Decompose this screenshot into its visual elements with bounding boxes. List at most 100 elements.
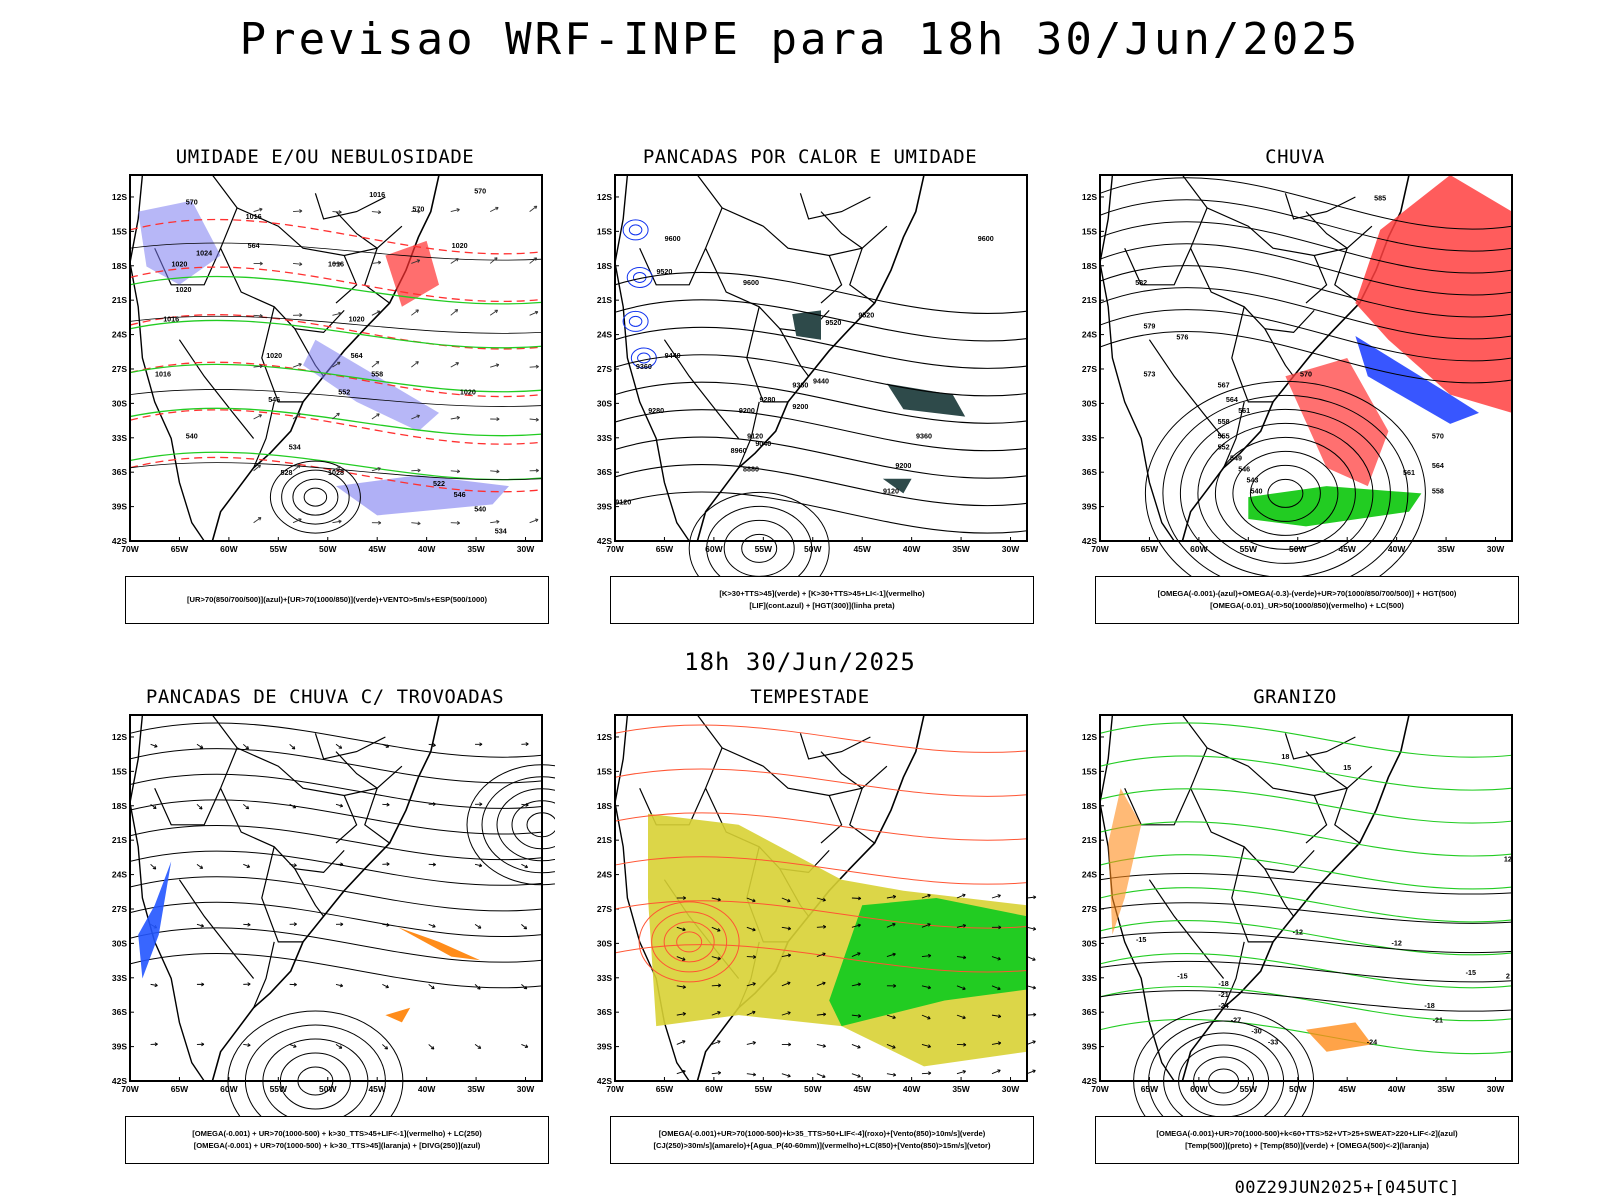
- wind-arrow: [816, 1013, 826, 1016]
- political-border: [799, 193, 871, 220]
- wind-arrow: [196, 803, 203, 810]
- wind-arrow: [243, 803, 249, 810]
- wind-arrow: [335, 743, 342, 749]
- hgt500-contour: [1197, 422, 1374, 564]
- temp500-contour: [1099, 931, 1513, 954]
- wind-arrow-head: [682, 1069, 686, 1074]
- map-frame: [614, 174, 1028, 542]
- wind-arrow-head: [299, 209, 303, 214]
- contour-label: 9120: [747, 432, 763, 441]
- contour-label: 9360: [636, 362, 652, 371]
- lif-contour: [628, 224, 643, 236]
- wind-arrow: [292, 363, 302, 368]
- lon-tick-label: 65W: [1141, 1084, 1159, 1094]
- contour-label: 1020: [452, 241, 468, 250]
- hgt500-contour: [1162, 394, 1409, 576]
- lon-tick-label: 35W: [467, 544, 485, 554]
- wind-arrow-head: [338, 745, 343, 749]
- lon-tick-label: 45W: [853, 544, 871, 554]
- temp500-contour: [1099, 902, 1513, 924]
- wind-arrow-head: [892, 952, 896, 957]
- lat-tick-label: 30S: [1082, 938, 1097, 948]
- lon-tick-label: 45W: [368, 544, 386, 554]
- hgt500-contour: [1099, 221, 1513, 274]
- contour-label: 570: [1432, 432, 1444, 441]
- political-border: [1305, 751, 1360, 844]
- hgt500-contour: [1099, 287, 1513, 340]
- lon-tick-label: 50W: [319, 1084, 337, 1094]
- lat-tick-label: 18S: [112, 801, 127, 811]
- wind-arrow-head: [377, 210, 382, 215]
- temp850-contour: [1099, 953, 1513, 989]
- wind-arrow: [1026, 926, 1036, 930]
- wind-arrow-head: [340, 862, 344, 867]
- contour-label: 9360: [792, 380, 808, 389]
- lat-tick-label: 42S: [597, 536, 612, 546]
- political-border: [335, 211, 390, 304]
- contour-label: 8960: [731, 446, 747, 455]
- wind-arrow-head: [293, 982, 297, 987]
- streamline-850: [614, 724, 1028, 753]
- wind-arrow-head: [717, 1011, 721, 1015]
- wind-arrow: [676, 956, 686, 961]
- contour-label: 567: [1218, 380, 1230, 389]
- streamline-850: [614, 900, 1028, 929]
- streamline-850: [651, 911, 728, 973]
- wind-arrow-head: [338, 519, 342, 524]
- wind-arrow: [921, 894, 931, 899]
- lat-tick-label: 12S: [112, 732, 127, 742]
- political-border: [261, 306, 303, 403]
- lon-tick-label: 55W: [270, 544, 288, 554]
- omega-green-area: [1248, 486, 1422, 527]
- wind-arrow: [781, 926, 791, 930]
- panel-trovoadas: PANCADAS DE CHUVA C/ TROVOADAS 12S 15S 18S…: [95, 686, 555, 1164]
- lon-tick-label: 45W: [1338, 1084, 1356, 1094]
- pressure-isobar: [129, 242, 543, 261]
- lat-tick-label: 39S: [112, 1042, 127, 1052]
- wind-arrow-head: [997, 1014, 1002, 1019]
- wind-arrow: [450, 258, 459, 264]
- legend-line: [OMEGA(-0.01)_UR>50(1000/850)(vermelho) …: [1210, 601, 1404, 610]
- contour-label: 534: [289, 443, 301, 452]
- wind-arrow: [711, 926, 721, 932]
- wind-arrow-head: [927, 953, 932, 958]
- wind-arrow: [382, 803, 390, 806]
- lat-tick-label: 21S: [1082, 295, 1097, 305]
- contour-label: 1016: [369, 190, 385, 199]
- lon-tick-label: 70W: [606, 544, 624, 554]
- wind-arrow-head: [962, 893, 966, 898]
- wind-arrow-head: [998, 925, 1002, 930]
- heat-shower-area: [886, 383, 966, 417]
- wind-arrow: [150, 803, 157, 809]
- wind-arrow-head: [535, 417, 539, 422]
- wind-arrow-head: [377, 467, 381, 471]
- hgt300-contour: [614, 409, 1028, 452]
- wind-arrow-head: [525, 742, 529, 746]
- wind-arrow: [411, 259, 420, 264]
- contour-label: 15: [1343, 763, 1351, 772]
- lat-tick-label: 18S: [597, 801, 612, 811]
- omega-orange-area: [1108, 788, 1142, 935]
- lat-tick-label: 24S: [597, 870, 612, 880]
- political-border: [1264, 868, 1295, 917]
- streamline-850: [676, 931, 703, 953]
- thickness-contour: [129, 409, 543, 445]
- political-border: [1231, 846, 1273, 943]
- wind-arrow-head: [337, 465, 341, 470]
- wind-arrow-head: [454, 309, 459, 313]
- contour-label: 9280: [759, 395, 775, 404]
- political-border: [663, 339, 740, 439]
- wind-arrow-head: [376, 413, 380, 417]
- wind-arrow-head: [415, 309, 419, 313]
- lat-tick-label: 15S: [112, 766, 127, 776]
- panel-title: CHUVA: [1265, 146, 1325, 168]
- wind-arrow-head: [787, 926, 792, 931]
- wind-arrow: [243, 923, 251, 926]
- lon-tick-label: 50W: [319, 544, 337, 554]
- wind-arrow: [521, 924, 527, 930]
- heat-shower-area: [792, 310, 821, 340]
- wind-arrow-head: [258, 414, 262, 418]
- wind-arrow-head: [299, 313, 303, 318]
- wind-arrow-head: [416, 259, 421, 263]
